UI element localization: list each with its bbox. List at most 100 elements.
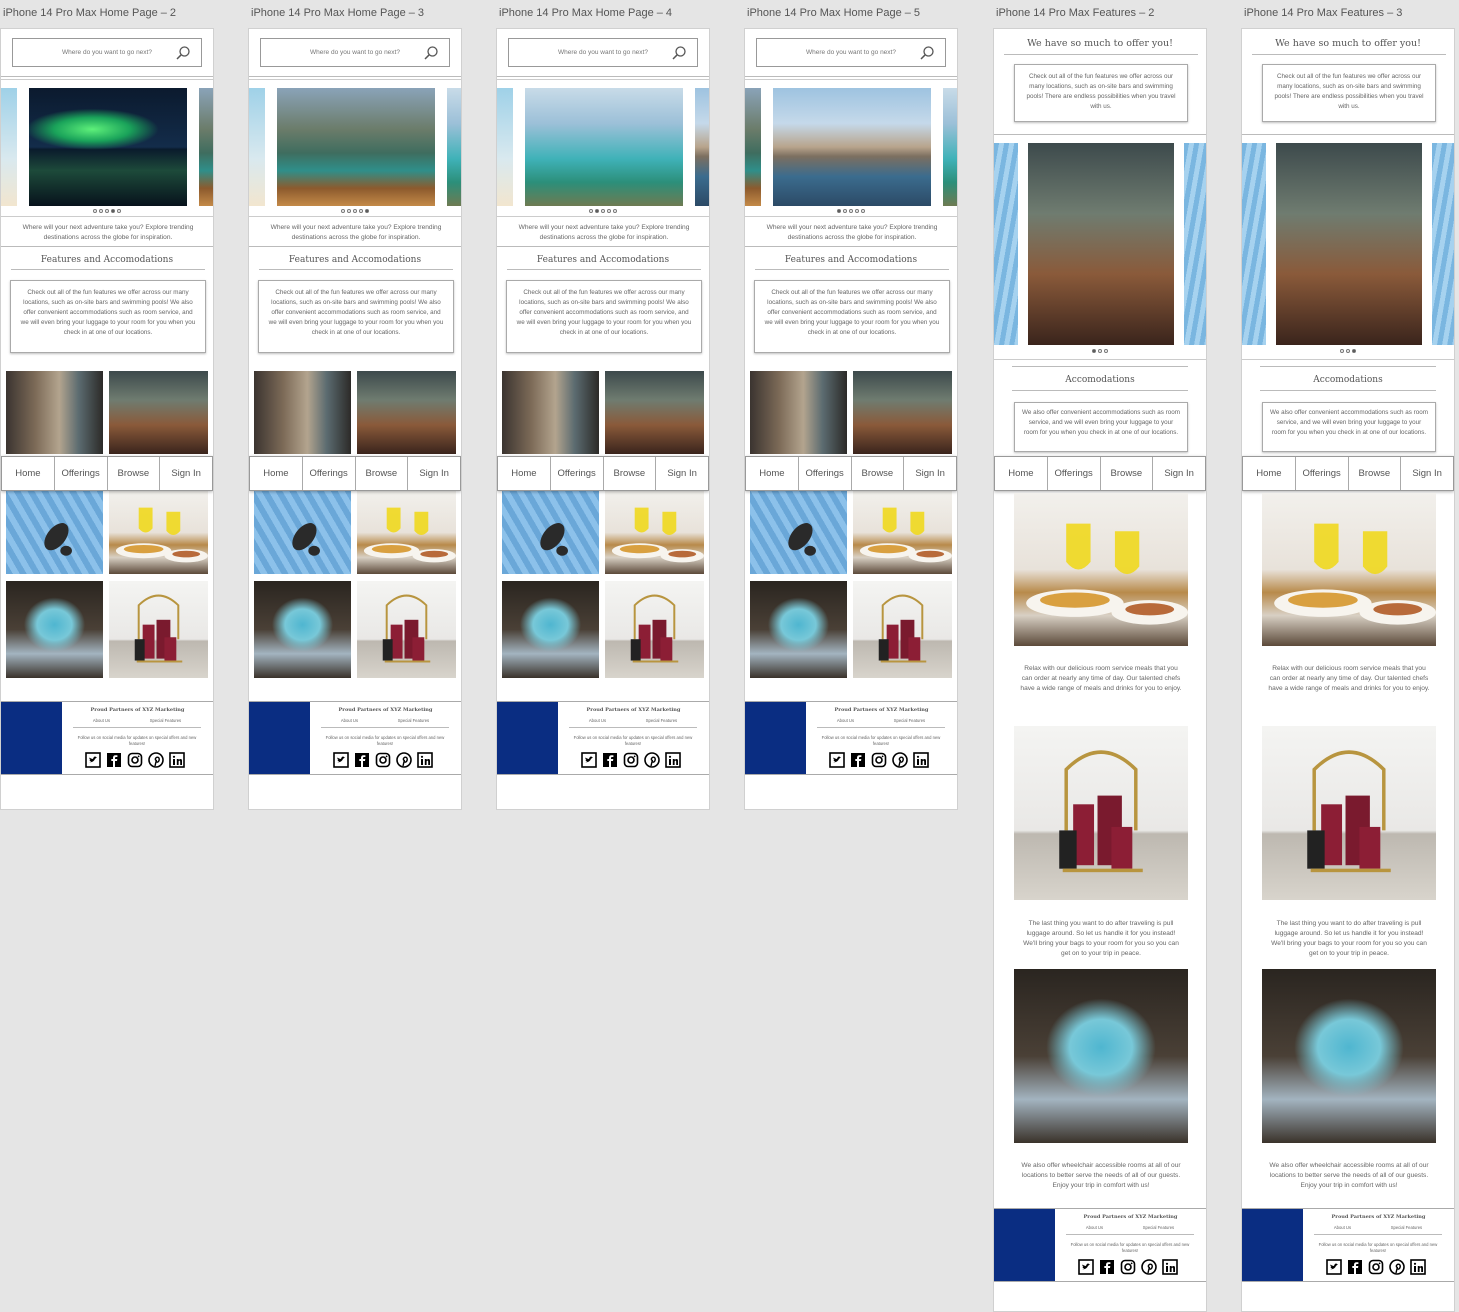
- carousel-dot[interactable]: [1346, 349, 1350, 353]
- carousel-dot[interactable]: [117, 209, 121, 213]
- destination-carousel[interactable]: [497, 79, 709, 217]
- nav-browse[interactable]: Browse: [1349, 457, 1402, 490]
- instagram-icon[interactable]: [623, 752, 639, 768]
- carousel-dot[interactable]: [843, 209, 847, 213]
- nav-signin[interactable]: Sign In: [419, 468, 449, 479]
- pinterest-icon[interactable]: [644, 752, 660, 768]
- carousel-prev-image[interactable]: [497, 88, 513, 206]
- carousel-dot[interactable]: [861, 209, 865, 213]
- footer-special-link[interactable]: Special Features: [645, 718, 678, 723]
- twitter-icon[interactable]: [333, 752, 349, 768]
- nav-signin[interactable]: Sign In: [915, 468, 945, 479]
- carousel-dots[interactable]: [1, 209, 213, 213]
- nav-offerings[interactable]: Offerings: [55, 457, 108, 490]
- carousel-dot[interactable]: [341, 209, 345, 213]
- nav-home[interactable]: Home: [2, 457, 55, 490]
- carousel-dots[interactable]: [994, 349, 1206, 353]
- instagram-icon[interactable]: [375, 752, 391, 768]
- carousel-dot[interactable]: [595, 209, 599, 213]
- pinterest-icon[interactable]: [892, 752, 908, 768]
- carousel-prev-image[interactable]: [1242, 143, 1266, 345]
- nav-signin[interactable]: Sign In: [667, 468, 697, 479]
- carousel-dots[interactable]: [249, 209, 461, 213]
- facebook-icon[interactable]: [850, 752, 866, 768]
- footer-special-link[interactable]: Special Features: [1142, 1225, 1175, 1230]
- carousel-dot[interactable]: [365, 209, 369, 213]
- linkedin-icon[interactable]: [665, 752, 681, 768]
- carousel-dot[interactable]: [93, 209, 97, 213]
- footer-special-link[interactable]: Special Features: [1390, 1225, 1423, 1230]
- search-input[interactable]: Where do you want to go next?: [508, 38, 698, 67]
- destination-carousel[interactable]: [249, 79, 461, 217]
- carousel-dots[interactable]: [497, 209, 709, 213]
- carousel-dot[interactable]: [589, 209, 593, 213]
- carousel-dot[interactable]: [1340, 349, 1344, 353]
- linkedin-icon[interactable]: [913, 752, 929, 768]
- features-carousel[interactable]: [994, 137, 1206, 360]
- search-icon[interactable]: [671, 45, 687, 61]
- nav-browse[interactable]: Browse: [852, 457, 905, 490]
- nav-browse[interactable]: Browse: [108, 457, 161, 490]
- instagram-icon[interactable]: [127, 752, 143, 768]
- instagram-icon[interactable]: [871, 752, 887, 768]
- pinterest-icon[interactable]: [148, 752, 164, 768]
- footer-special-link[interactable]: Special Features: [397, 718, 430, 723]
- linkedin-icon[interactable]: [1162, 1259, 1178, 1275]
- carousel-next-image[interactable]: [1432, 143, 1454, 345]
- linkedin-icon[interactable]: [1410, 1259, 1426, 1275]
- facebook-icon[interactable]: [602, 752, 618, 768]
- twitter-icon[interactable]: [1078, 1259, 1094, 1275]
- linkedin-icon[interactable]: [169, 752, 185, 768]
- carousel-dot[interactable]: [855, 209, 859, 213]
- search-input[interactable]: Where do you want to go next?: [260, 38, 450, 67]
- carousel-next-image[interactable]: [695, 88, 709, 206]
- carousel-dot[interactable]: [1104, 349, 1108, 353]
- twitter-icon[interactable]: [829, 752, 845, 768]
- nav-home[interactable]: Home: [1243, 457, 1296, 490]
- footer-about-link[interactable]: About Us: [340, 718, 359, 723]
- search-icon[interactable]: [175, 45, 191, 61]
- carousel-dot[interactable]: [837, 209, 841, 213]
- carousel-dot[interactable]: [601, 209, 605, 213]
- carousel-next-image[interactable]: [1184, 143, 1206, 345]
- search-icon[interactable]: [423, 45, 439, 61]
- footer-about-link[interactable]: About Us: [588, 718, 607, 723]
- carousel-dot[interactable]: [1352, 349, 1356, 353]
- carousel-dots[interactable]: [745, 209, 957, 213]
- nav-browse[interactable]: Browse: [1101, 457, 1154, 490]
- carousel-dot[interactable]: [607, 209, 611, 213]
- footer-special-link[interactable]: Special Features: [893, 718, 926, 723]
- instagram-icon[interactable]: [1368, 1259, 1384, 1275]
- nav-offerings[interactable]: Offerings: [799, 457, 852, 490]
- nav-offerings[interactable]: Offerings: [551, 457, 604, 490]
- footer-special-link[interactable]: Special Features: [149, 718, 182, 723]
- pinterest-icon[interactable]: [1389, 1259, 1405, 1275]
- nav-signin[interactable]: Sign In: [171, 468, 201, 479]
- nav-home[interactable]: Home: [995, 457, 1048, 490]
- footer-about-link[interactable]: About Us: [836, 718, 855, 723]
- carousel-dot[interactable]: [1092, 349, 1096, 353]
- carousel-dot[interactable]: [347, 209, 351, 213]
- carousel-dot[interactable]: [111, 209, 115, 213]
- facebook-icon[interactable]: [354, 752, 370, 768]
- search-input[interactable]: Where do you want to go next?: [756, 38, 946, 67]
- facebook-icon[interactable]: [106, 752, 122, 768]
- twitter-icon[interactable]: [85, 752, 101, 768]
- carousel-next-image[interactable]: [943, 88, 957, 206]
- carousel-dot[interactable]: [849, 209, 853, 213]
- instagram-icon[interactable]: [1120, 1259, 1136, 1275]
- footer-about-link[interactable]: About Us: [1333, 1225, 1352, 1230]
- facebook-icon[interactable]: [1099, 1259, 1115, 1275]
- carousel-prev-image[interactable]: [249, 88, 265, 206]
- nav-offerings[interactable]: Offerings: [303, 457, 356, 490]
- search-icon[interactable]: [919, 45, 935, 61]
- nav-home[interactable]: Home: [250, 457, 303, 490]
- carousel-next-image[interactable]: [199, 88, 213, 206]
- nav-signin[interactable]: Sign In: [1164, 468, 1194, 479]
- pinterest-icon[interactable]: [396, 752, 412, 768]
- nav-browse[interactable]: Browse: [604, 457, 657, 490]
- twitter-icon[interactable]: [581, 752, 597, 768]
- search-input[interactable]: Where do you want to go next?: [12, 38, 202, 67]
- nav-offerings[interactable]: Offerings: [1048, 457, 1101, 490]
- twitter-icon[interactable]: [1326, 1259, 1342, 1275]
